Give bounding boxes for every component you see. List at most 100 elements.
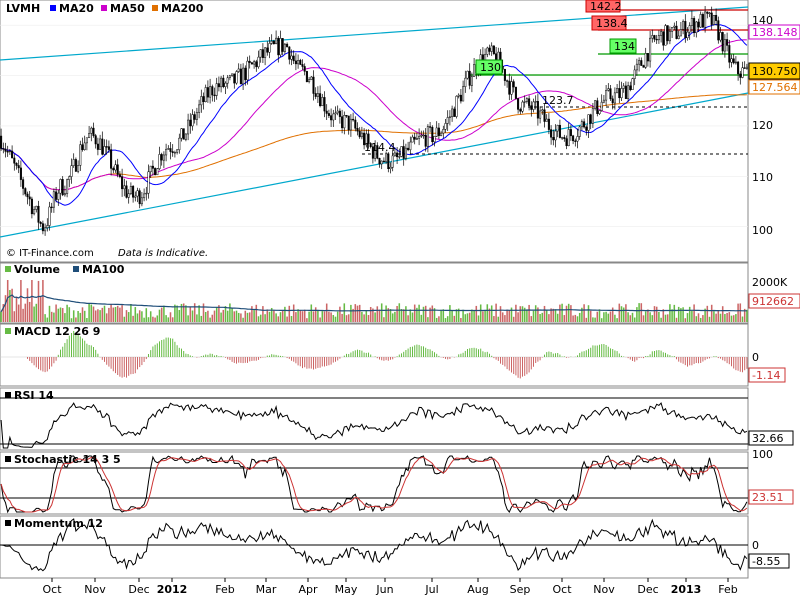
candle [457,93,460,99]
candle [429,122,432,133]
candle [607,83,610,92]
candle [561,136,564,141]
volume-bar [587,305,590,322]
level-tag-142-text: 142.2 [590,0,622,13]
candle [158,146,161,171]
volume-bar [372,308,374,322]
volume-bar [539,314,541,322]
ma200-value-text: 127.564 [752,81,798,94]
ma50-polyline [1,39,747,191]
volume-bar [455,309,458,322]
candle [94,133,97,149]
volume-bar [633,317,636,322]
volume-bar [600,318,603,322]
candle [167,145,170,150]
candle [279,30,282,58]
volume-bar [603,312,605,322]
candle [543,103,546,128]
volume-bar [504,315,506,322]
volume-bar [620,306,623,322]
candle [48,201,51,231]
candle [11,145,14,159]
candle [143,188,146,202]
volume-bar [64,313,66,322]
volume-bar [631,312,634,322]
candle [330,108,333,128]
candle [226,75,229,89]
candle [407,141,410,152]
volume-bar [409,309,412,322]
candle [583,118,586,129]
candle [611,95,614,110]
volume-bar [578,312,581,322]
volume-bar [581,307,583,322]
candle [367,129,370,149]
candle [376,142,379,160]
candle [380,160,383,170]
candle [246,56,249,85]
volume-bar [642,315,645,322]
volume-bar [193,303,196,322]
volume-bar [105,313,108,322]
volume-bar [72,310,75,322]
candle [81,137,84,152]
ma200-legend-swatch [152,5,158,11]
volume-bar [17,304,20,322]
macd-y-tick: 0 [752,351,759,364]
volume-bar [732,315,735,322]
candle [712,14,715,26]
volume-bar [427,317,429,322]
volume-bar [290,316,293,322]
candle [360,126,363,140]
candle [448,110,451,126]
volume-bar [493,316,495,322]
volume-bar [721,306,724,322]
volume-bar [735,314,737,322]
volume-bar [556,313,559,322]
candle [13,154,16,171]
volume-bar [471,309,473,322]
candle [270,34,273,45]
volume-bar [145,308,148,322]
candle [464,70,467,93]
volume-bar [226,310,229,322]
volume-bar [39,297,42,322]
ma20-legend-label: MA20 [59,2,94,15]
volume-bar [281,310,284,322]
candle [490,42,493,56]
volume-bar [576,316,579,322]
candle [305,70,308,83]
candle [446,110,449,132]
candle [435,121,438,137]
volume-bar [394,311,396,322]
volume-bar [9,290,11,322]
candle [391,149,394,172]
candle [37,200,40,230]
volume-bar [464,314,467,322]
volume-bar [163,305,165,322]
close-value-badge: 130.750 [748,62,800,80]
x-tick-label: Aug [467,583,488,596]
volume-bar [682,307,684,322]
candle [613,87,616,110]
x-tick-label: Oct [42,583,62,596]
volume-bar [314,307,317,322]
candle [169,141,172,160]
candle [422,130,425,139]
candle [200,89,203,113]
candle [605,84,608,106]
volume-bar [101,307,104,322]
level-tag-130: 130 [475,59,503,75]
volume-bar [702,315,704,322]
volume-bar [237,312,240,322]
candle [572,134,575,145]
volume-bar [636,307,638,322]
volume-ma100-line [0,294,747,313]
candle [453,106,456,117]
candle [35,205,38,213]
volume-bar [35,303,38,322]
candle [264,46,267,66]
candle [156,167,159,176]
candle [679,21,682,37]
candle [77,160,80,174]
